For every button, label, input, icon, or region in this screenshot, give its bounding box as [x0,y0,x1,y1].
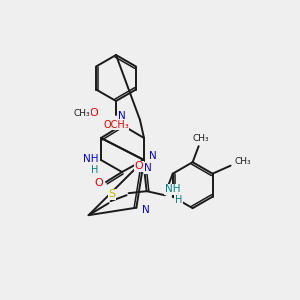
Text: OCH₃: OCH₃ [103,120,129,130]
Text: N: N [149,151,157,161]
Text: CH₃: CH₃ [234,157,251,166]
Text: H: H [91,165,99,175]
Text: S: S [108,189,115,199]
Text: O: O [134,161,143,171]
Text: N: N [142,205,150,215]
Text: NH: NH [165,184,180,194]
Text: O: O [90,108,98,118]
Text: NH: NH [83,154,99,164]
Text: H: H [175,195,182,205]
Text: N: N [144,163,152,173]
Text: CH₃: CH₃ [192,134,209,143]
Text: CH₃: CH₃ [74,109,90,118]
Text: N: N [118,111,126,121]
Text: O: O [94,178,103,188]
